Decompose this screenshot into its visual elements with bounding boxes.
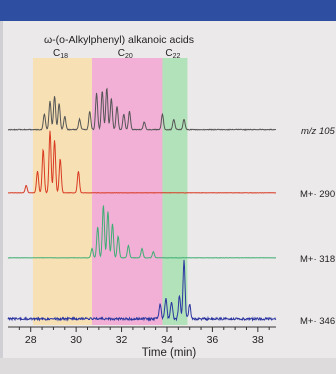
region-label-20: C20 xyxy=(118,48,133,60)
carbon-number-regions xyxy=(32,58,188,325)
x-tick-label: 36 xyxy=(207,334,219,346)
region-band-20 xyxy=(92,58,163,325)
trace-4 xyxy=(7,259,277,322)
region-label-18: C18 xyxy=(53,48,68,60)
x-tick-label: 38 xyxy=(252,334,264,346)
x-tick-label: 34 xyxy=(161,334,173,346)
trace-2 xyxy=(7,130,277,194)
region-subscript-18: 18 xyxy=(60,53,68,60)
trace-3 xyxy=(7,205,276,259)
x-tick-label: 30 xyxy=(70,334,82,346)
series-label-3: M+· 318 xyxy=(300,254,335,265)
header-bar xyxy=(0,0,336,21)
region-label-22: C22 xyxy=(165,48,180,60)
region-subscript-20: 20 xyxy=(125,53,133,60)
series-label-2: M+· 290 xyxy=(300,189,335,200)
series-label-4: M+· 346 xyxy=(300,316,335,327)
x-axis-label: Time (min) xyxy=(142,347,197,359)
region-subscript-22: 22 xyxy=(173,53,181,60)
series-labels: m/z 105 M+· 290 M+· 318 M+· 346 xyxy=(300,126,336,327)
x-tick-label: 28 xyxy=(25,334,37,346)
series-label-1: m/z 105 xyxy=(301,126,336,137)
traces xyxy=(7,87,277,322)
x-tick-label: 32 xyxy=(116,334,128,346)
left-border xyxy=(0,21,3,374)
x-axis: 28 30 32 34 36 38 xyxy=(8,326,276,346)
chart-title: ω-(o-Alkylphenyl) alkanoic acids xyxy=(44,34,194,46)
trace-1 xyxy=(7,87,276,131)
bottom-border xyxy=(0,358,336,374)
region-band-22 xyxy=(162,58,188,325)
